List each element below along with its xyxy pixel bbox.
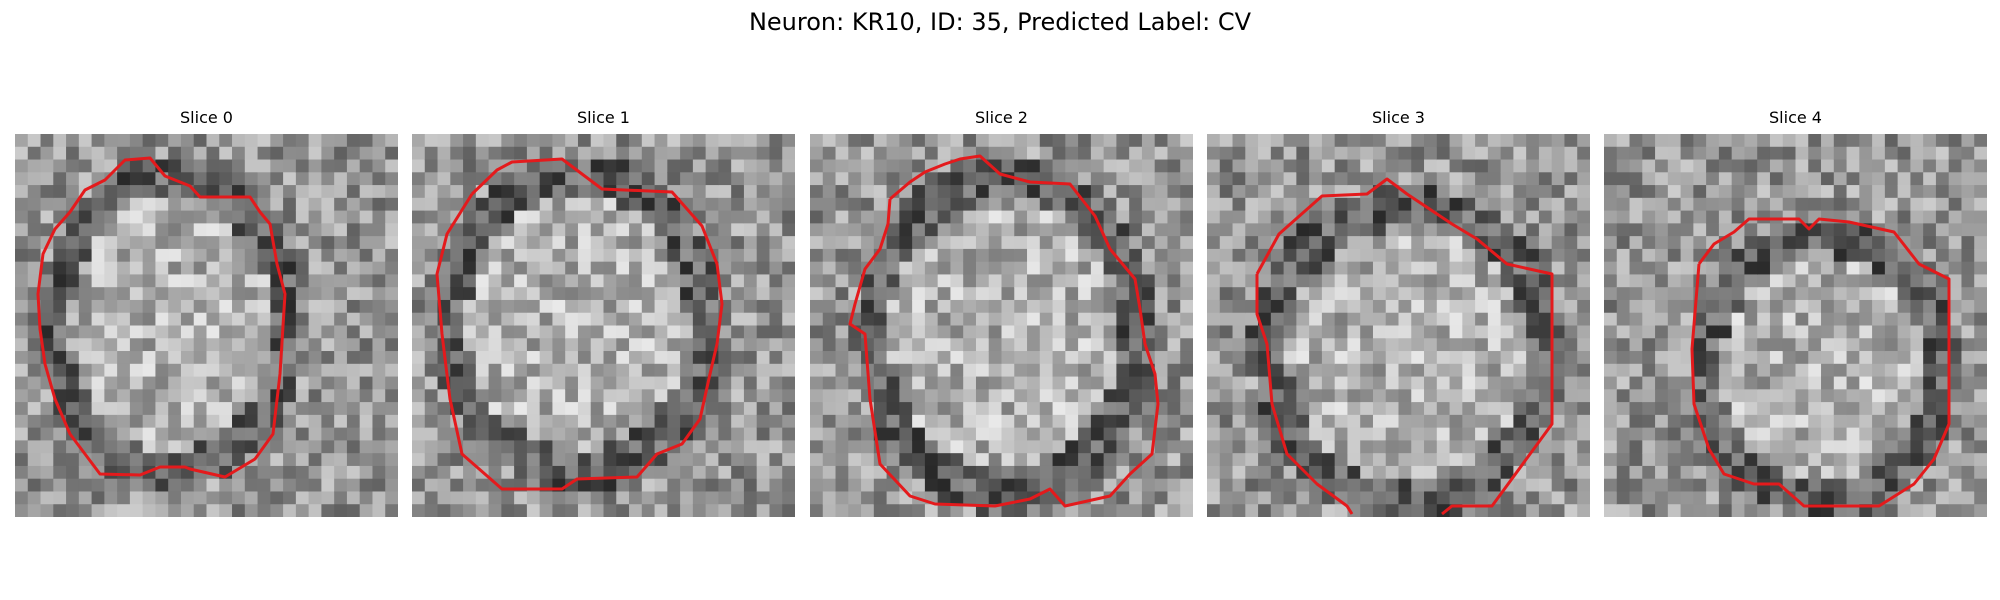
slice-panel-3: Slice 3 xyxy=(1207,108,1590,517)
slice-title-3: Slice 3 xyxy=(1372,108,1425,127)
slice-panel-1: Slice 1 xyxy=(412,108,795,517)
slice-image-4 xyxy=(1604,134,1987,517)
slice-panel-0: Slice 0 xyxy=(15,108,398,517)
roi-contour-0 xyxy=(36,156,287,479)
slice-image-1 xyxy=(412,134,795,517)
slice-title-0: Slice 0 xyxy=(180,108,233,127)
figure-title: Neuron: KR10, ID: 35, Predicted Label: C… xyxy=(748,8,1252,36)
slice-image-3 xyxy=(1207,134,1590,517)
slice-image-0 xyxy=(15,134,398,517)
slice-image-2 xyxy=(810,134,1193,517)
slice-panel-4: Slice 4 xyxy=(1604,108,1987,517)
roi-contour-3b xyxy=(1255,274,1354,515)
roi-contour-4 xyxy=(1690,217,1951,508)
slice-title-2: Slice 2 xyxy=(975,108,1028,127)
roi-contour-3 xyxy=(1255,177,1554,516)
slice-title-1: Slice 1 xyxy=(577,108,630,127)
slice-title-4: Slice 4 xyxy=(1769,108,1822,127)
roi-contour-2 xyxy=(848,154,1160,508)
roi-contour-1 xyxy=(435,157,724,491)
slice-panel-2: Slice 2 xyxy=(810,108,1193,517)
